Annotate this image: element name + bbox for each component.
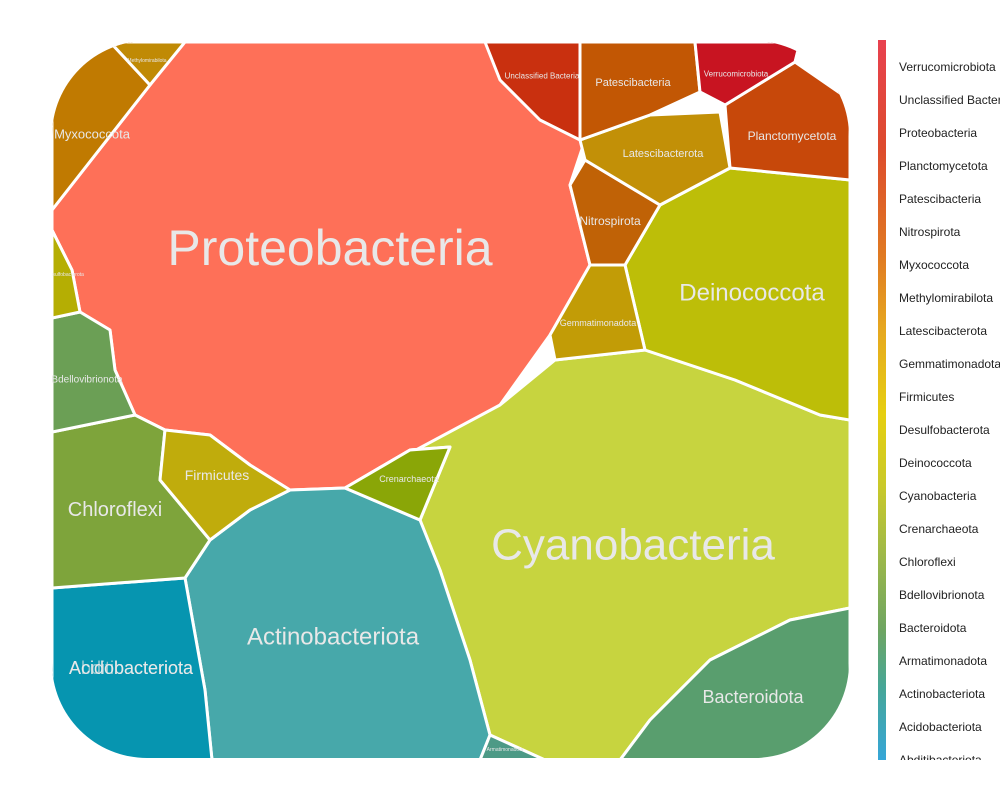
cell-methylomirabilota	[108, 41, 187, 87]
cell-bacteroidota	[618, 606, 849, 758]
cell-label-firmicutes: Firmicutes	[185, 467, 250, 483]
legend-color-bar	[878, 40, 886, 760]
cell-label-cyanobacteria: Cyanobacteria	[491, 521, 775, 570]
cell-label-chloroflexi: Chloroflexi	[68, 499, 162, 521]
legend-entry-latescibacterota: Latescibacterota	[899, 324, 988, 338]
legend-entry-abditibacteriota: Abditibacteriota	[899, 753, 982, 760]
treemap-labels: Abditibacteriota Proteobacteria Cyanobacte…	[46, 58, 837, 753]
cell-label-planctomycetota: Planctomycetota	[748, 129, 837, 143]
legend-entry-deinococcota: Deinococcota	[899, 456, 972, 470]
cell-label-gemmatimonadota: Gemmatimonadota	[560, 318, 637, 328]
cell-label-actinobacteriota: Actinobacteriota	[247, 624, 420, 651]
legend-entry-bdellovibrionota: Bdellovibrionota	[899, 588, 985, 602]
legend-entry-bacteroidota: Bacteroidota	[899, 621, 967, 635]
cell-label-armatimonadota: Armatimonadota	[487, 747, 524, 753]
legend-entry-myxococcota: Myxococcota	[899, 258, 970, 272]
cell-crenarchaeota	[343, 445, 452, 522]
legend-entry-unclassified-bacteria: Unclassified Bacteria	[899, 93, 1000, 107]
cell-label-nitrospirota: Nitrospirota	[579, 214, 641, 228]
legend-entry-patescibacteria: Patescibacteria	[899, 192, 982, 206]
cell-unclassified-bacteria	[483, 41, 582, 142]
legend-entry-acidobacteriota: Acidobacteriota	[899, 720, 982, 734]
legend-entry-cyanobacteria: Cyanobacteria	[899, 489, 977, 503]
legend-entry-proteobacteria: Proteobacteria	[899, 126, 978, 140]
legend-entry-armatimonadota: Armatimonadota	[899, 654, 988, 668]
cell-label-latescibacterota: Latescibacterota	[623, 148, 705, 160]
legend-entry-firmicutes: Firmicutes	[899, 390, 955, 404]
cell-label-crenarchaeota: Crenarchaeota	[379, 474, 439, 484]
legend-entry-gemmatimonadota: Gemmatimonadota	[899, 357, 1000, 371]
cell-label-acidobacteriota: Acidobacteriota	[69, 658, 194, 678]
cell-label-methylomirabilota: Methylomirabilota	[127, 58, 166, 64]
legend-entry-desulfobacterota: Desulfobacterota	[899, 423, 990, 437]
cell-label-unclassified-bacteria: Unclassified Bacteria	[505, 72, 580, 81]
cell-label-bacteroidota: Bacteroidota	[702, 687, 804, 707]
legend-entry-nitrospirota: Nitrospirota	[899, 225, 961, 239]
cell-label-patescibacteria: Patescibacteria	[595, 77, 671, 89]
legend-entry-planctomycetota: Planctomycetota	[899, 159, 988, 173]
cell-label-abditibacteriota: Abditibacteriota	[69, 658, 194, 678]
cell-label-desulfobacterota: Desulfobacterota	[46, 272, 84, 278]
cell-label-verrucomicrobiota: Verrucomicrobiota	[704, 70, 769, 79]
legend-entry-actinobacteriota: Actinobacteriota	[899, 687, 986, 701]
legend-entry-verrucomicrobiota: Verrucomicrobiota	[899, 60, 996, 74]
legend-entry-chloroflexi: Chloroflexi	[899, 555, 956, 569]
cell-gemmatimonadota	[548, 263, 647, 362]
cell-label-myxococcota: Myxococcota	[54, 127, 131, 142]
legend-entry-methylomirabilota: Methylomirabilota	[899, 291, 994, 305]
cell-armatimonadota	[478, 733, 547, 758]
cell-desulfobacterota	[52, 228, 82, 320]
cell-firmicutes	[158, 428, 292, 542]
treemap-cells	[52, 41, 849, 758]
legend: Verrucomicrobiota Unclassified Bacteria Pr…	[878, 40, 1000, 760]
cell-label-proteobacteria: Proteobacteria	[167, 220, 492, 276]
legend-entry-crenarchaeota: Crenarchaeota	[899, 522, 979, 536]
cell-label-deinococcota: Deinococcota	[679, 280, 825, 307]
cell-label-bdellovibrionota: Bdellovibrionota	[51, 375, 123, 386]
